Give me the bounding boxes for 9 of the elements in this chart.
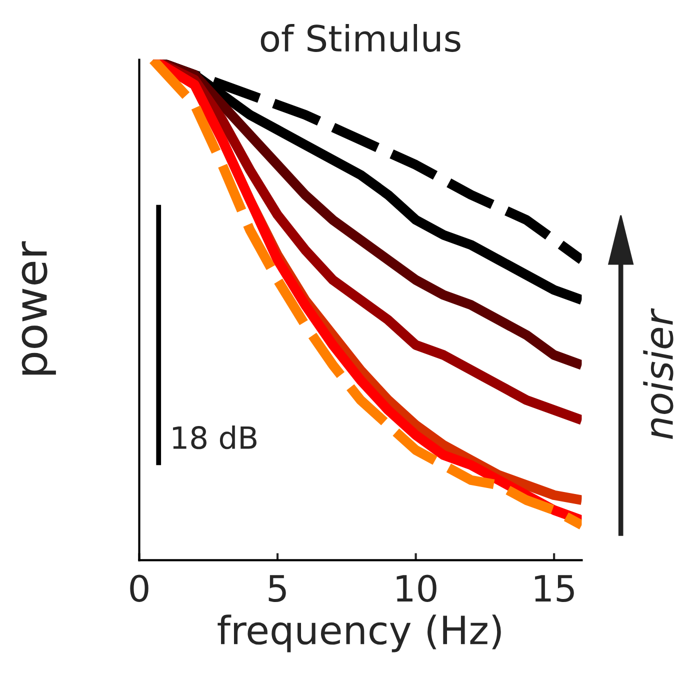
x-tick-label: 0: [130, 574, 148, 602]
x-tick-label: 5: [268, 575, 286, 602]
y-axis-title: power: [22, 241, 56, 375]
text: noisier: [643, 308, 674, 440]
x-axis-title: frequency (Hz): [218, 614, 501, 652]
x-tick-label: 10: [396, 574, 436, 602]
annotation: 18 dB: [173, 426, 256, 450]
x-tick-label: 15: [535, 575, 574, 602]
chart-title: of Stimulus: [260, 24, 460, 52]
